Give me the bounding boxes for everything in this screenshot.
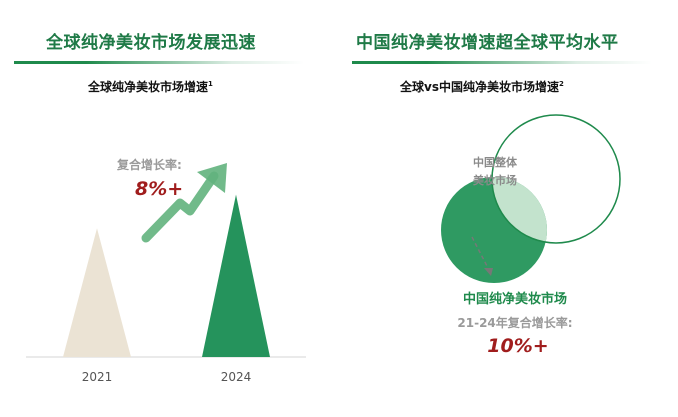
- left-chart-title: 全球纯净美妆市场增速1: [88, 78, 213, 95]
- left-chart-footnote-marker: 1: [208, 80, 213, 88]
- china-circle-label-line-2: 美妆市场: [473, 173, 517, 187]
- left-chart-title-text: 全球纯净美妆市场增速: [88, 80, 209, 94]
- china-clean-beauty-title: 中国纯净美妆市场: [463, 291, 567, 307]
- cagr-label: 复合增长率:: [116, 157, 182, 172]
- china-beauty-market-circle: [491, 114, 621, 244]
- china-circle-label-line-1: 中国整体: [473, 155, 518, 169]
- right-title-underline: [352, 61, 652, 64]
- growth-arrow-head: [197, 163, 227, 193]
- global-growth-chart: 2021 2024 复合增长率: 8%+: [26, 157, 306, 384]
- right-panel: 中国纯净美妆增速超全球平均水平 全球vs中国纯净美妆市场增速2 中国整体美妆市场…: [340, 0, 678, 417]
- right-panel-title: 中国纯净美妆增速超全球平均水平: [356, 33, 619, 53]
- growth-arrow-shaft: [141, 171, 219, 243]
- bar-2024: [202, 194, 270, 357]
- global-circle-label-line-2: 美妆市场: [391, 234, 435, 248]
- callout-dashed-arrow: [471, 236, 489, 269]
- right-chart-footnote-marker: 2: [558, 80, 564, 88]
- right-chart-title-text: 全球vs中国纯净美妆市场增速: [400, 80, 559, 94]
- bar-2021: [63, 228, 131, 357]
- left-title-underline: [14, 61, 304, 64]
- right-chart-title: 全球vs中国纯净美妆市场增速2: [400, 78, 564, 95]
- left-panel: 全球纯净美妆市场发展迅速 全球纯净美妆市场增速1 2021 2024 复合增长率: 8…: [0, 0, 330, 417]
- left-panel-title: 全球纯净美妆市场发展迅速: [46, 33, 256, 53]
- x-tick-label-2024: 2024: [221, 370, 252, 384]
- callout-arrow-head: [484, 268, 493, 276]
- cagr-value: 8%+: [135, 178, 183, 200]
- china-cagr-label: 21-24年复合增长率:: [457, 315, 572, 330]
- x-tick-label-2021: 2021: [82, 370, 113, 384]
- china-cagr-value: 10%+: [487, 335, 548, 357]
- global-circle-label-line-1: 全球纯净: [390, 218, 435, 232]
